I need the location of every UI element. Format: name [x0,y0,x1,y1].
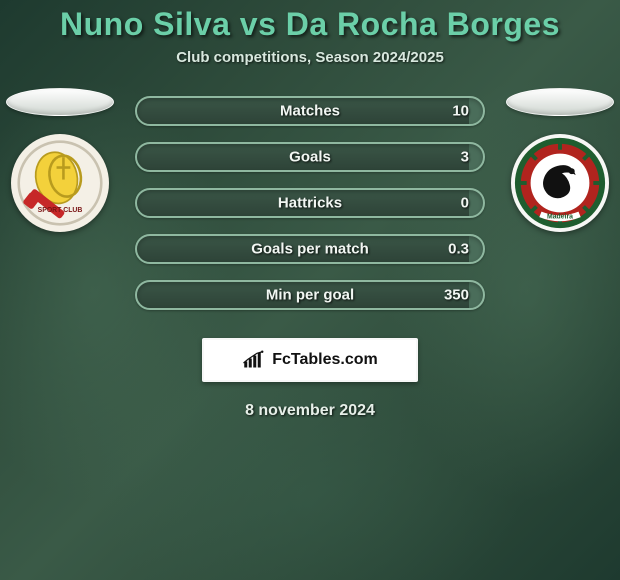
club-badge-left: SPORT CLUB [11,134,109,232]
stat-value: 0 [461,195,469,212]
svg-text:SPORT CLUB: SPORT CLUB [38,207,83,214]
stat-value: 3 [461,149,469,166]
svg-text:Madeira: Madeira [547,213,573,220]
stat-value: 0.3 [448,241,469,258]
club-crest-right-icon: Madeira [511,128,609,238]
date-text: 8 november 2024 [0,402,620,420]
player-photo-left-placeholder [6,88,114,116]
stat-label: Matches [280,103,340,120]
stats-list: Matches 10 Goals 3 Hattricks 0 Goals per… [135,96,485,310]
page-title: Nuno Silva vs Da Rocha Borges [0,6,620,43]
brand-text: FcTables.com [272,351,378,369]
stat-value: 350 [444,287,469,304]
player-photo-right-placeholder [506,88,614,116]
club-crest-left-icon: SPORT CLUB [17,140,103,226]
stat-label: Goals per match [251,241,369,258]
bar-chart-icon [242,350,266,370]
brand-badge: FcTables.com [202,338,418,382]
club-badge-right: Madeira [511,134,609,232]
stat-bar: Goals 3 [135,142,485,172]
stat-bar: Goals per match 0.3 [135,234,485,264]
stat-label: Goals [289,149,331,166]
right-column: Madeira [500,88,620,232]
stat-bar: Hattricks 0 [135,188,485,218]
stat-label: Hattricks [278,195,342,212]
left-column: SPORT CLUB [0,88,120,232]
root: Nuno Silva vs Da Rocha Borges Club compe… [0,0,620,580]
stat-label: Min per goal [266,287,354,304]
stat-bar: Matches 10 [135,96,485,126]
stat-bar: Min per goal 350 [135,280,485,310]
stat-value: 10 [452,103,469,120]
main-row: SPORT CLUB Matches 10 Goals 3 Hattricks … [0,96,620,316]
subtitle: Club competitions, Season 2024/2025 [0,49,620,66]
